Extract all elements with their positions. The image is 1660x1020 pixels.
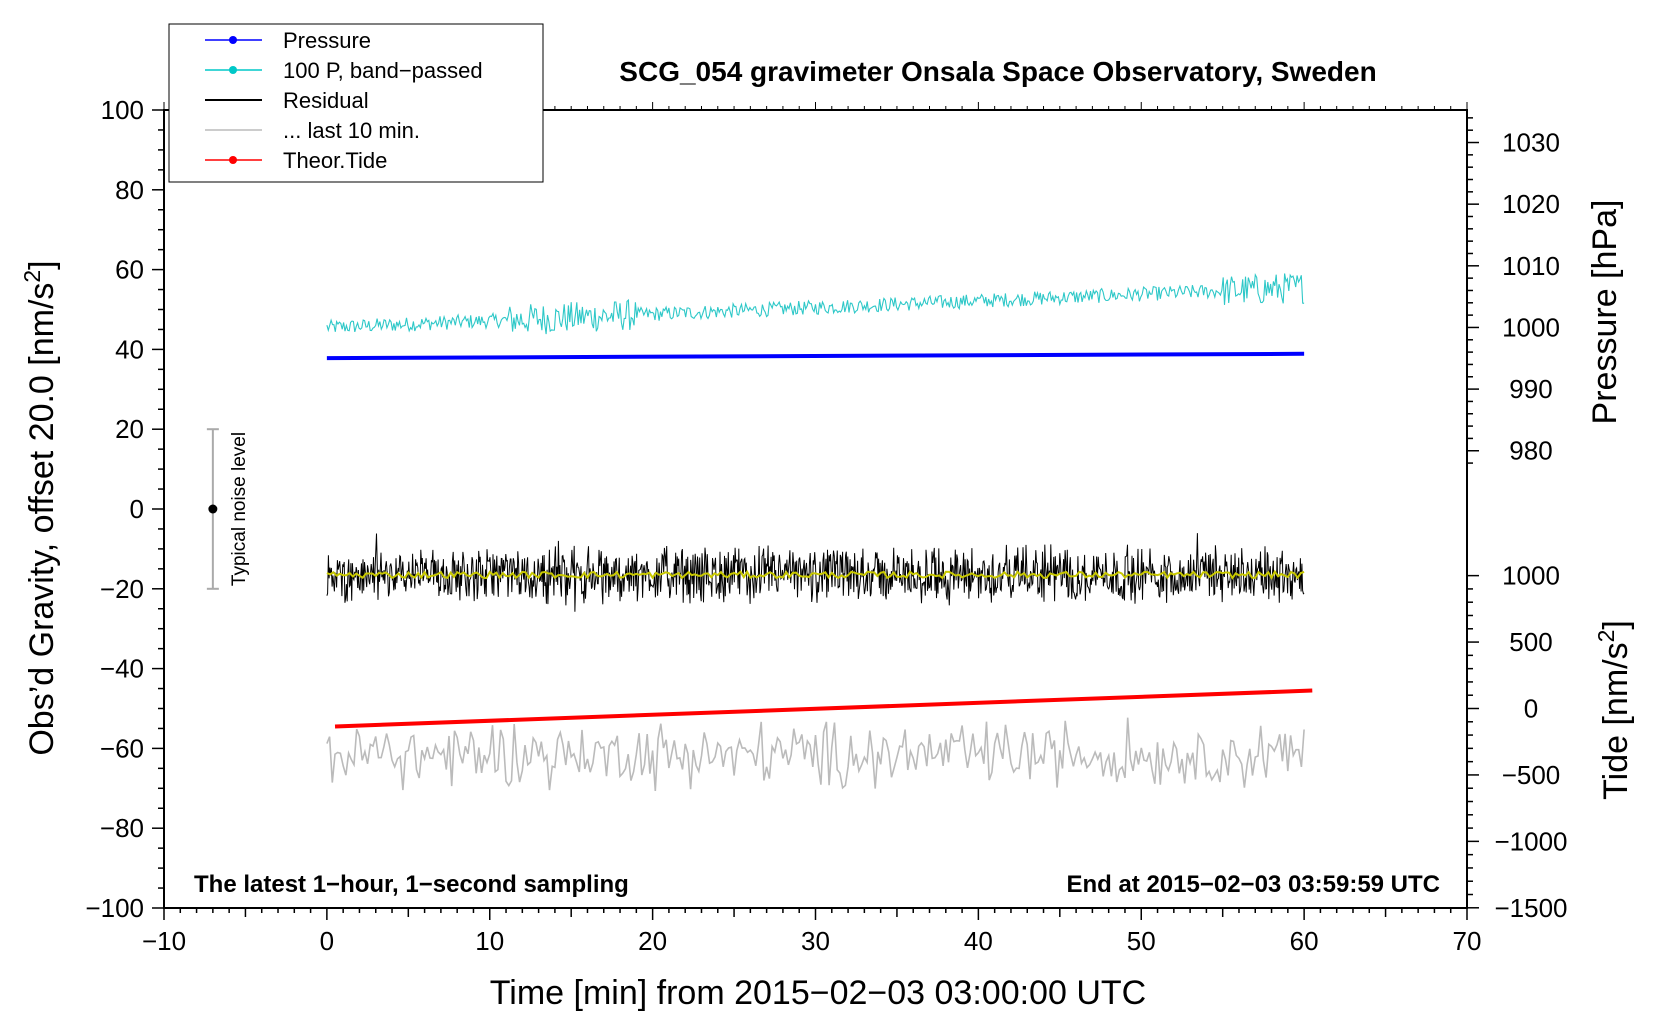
legend-box xyxy=(168,23,544,183)
legend-label: 100 P, band−passed xyxy=(283,58,483,83)
tide-tick-label: −1000 xyxy=(1494,826,1567,856)
y-tick-label: 20 xyxy=(115,414,144,444)
y-tick-label: −80 xyxy=(100,813,144,843)
y-tick-label: −100 xyxy=(85,893,144,923)
series-band-passed-pressure xyxy=(326,272,1305,335)
noise-level-label: Typical noise level xyxy=(229,432,250,586)
series-pressure xyxy=(326,351,1305,361)
series-last-10-min xyxy=(326,717,1305,792)
tide-tick-label: 1000 xyxy=(1502,561,1560,591)
x-tick-label: 30 xyxy=(801,926,830,956)
tide-tick-label: 500 xyxy=(1509,627,1552,657)
legend-marker xyxy=(229,66,237,74)
legend-label: Residual xyxy=(283,88,369,113)
pressure-tick-label: 1020 xyxy=(1502,189,1560,219)
y-tick-label: 100 xyxy=(101,95,144,125)
series-theoretical-tide xyxy=(334,688,1313,729)
chart-title: SCG_054 gravimeter Onsala Space Observat… xyxy=(619,56,1376,87)
annotation-bottom-right: End at 2015−02−03 03:59:59 UTC xyxy=(1066,871,1440,898)
legend: Pressure 100 P, band−passed Residual ... la… xyxy=(168,23,544,183)
pressure-tick-label: 1000 xyxy=(1502,312,1560,342)
pressure-tick-label: 980 xyxy=(1509,436,1552,466)
annotation-bottom-left: The latest 1−hour, 1−second sampling xyxy=(194,871,629,898)
x-tick-label: 20 xyxy=(638,926,667,956)
legend-marker xyxy=(229,156,237,164)
legend-label: Pressure xyxy=(283,28,371,53)
y-axis-label-base: Obs’d Gravity, offset 20.0 [nm/s xyxy=(23,283,61,756)
axes-layer: −10 0 10 20 30 40 50 60 70−100−80−60−40−20020406… xyxy=(85,95,1567,956)
x-tick-label: −10 xyxy=(142,926,186,956)
series-residual xyxy=(326,533,1305,612)
x-tick-label: 70 xyxy=(1453,926,1482,956)
series-residual-smoothed xyxy=(326,569,1305,580)
tide-tick-label: 0 xyxy=(1524,694,1538,724)
tide-tick-label: −500 xyxy=(1502,760,1561,790)
x-tick-label: 0 xyxy=(320,926,334,956)
pressure-axis-label: Pressure [hPa] xyxy=(1586,200,1624,425)
tide-axis-label: Tide [nm/s2] xyxy=(1593,620,1635,800)
pressure-tick-label: 990 xyxy=(1509,374,1552,404)
y-tick-label: 40 xyxy=(115,334,144,364)
pressure-tick-label: 1030 xyxy=(1502,128,1560,158)
y-tick-label: −40 xyxy=(100,654,144,684)
y-tick-label: 80 xyxy=(115,175,144,205)
legend-label: ... last 10 min. xyxy=(283,118,420,143)
noise-bar-center-dot xyxy=(208,504,218,514)
noise-level-indicator: Typical noise level xyxy=(206,428,250,590)
x-tick-label: 50 xyxy=(1127,926,1156,956)
y-axis-label-end: ] xyxy=(23,260,61,269)
y-tick-label: −60 xyxy=(100,733,144,763)
legend-marker xyxy=(229,36,237,44)
plot-frame xyxy=(163,109,1468,909)
series-layer xyxy=(326,272,1313,792)
plot-border xyxy=(163,109,1468,909)
y-axis-label-sup: 2 xyxy=(19,270,45,283)
x-axis-label: Time [min] from 2015−02−03 03:00:00 UTC xyxy=(490,974,1146,1012)
legend-label: Theor.Tide xyxy=(283,148,387,173)
x-tick-label: 10 xyxy=(475,926,504,956)
y-tick-label: 60 xyxy=(115,255,144,285)
pressure-tick-label: 1010 xyxy=(1502,251,1560,281)
y-tick-label: 0 xyxy=(130,494,144,524)
x-tick-label: 60 xyxy=(1290,926,1319,956)
y-axis-label: Obs’d Gravity, offset 20.0 [nm/s2] xyxy=(19,260,61,755)
x-tick-label: 40 xyxy=(964,926,993,956)
y-tick-label: −20 xyxy=(100,574,144,604)
tide-axis-label-base: Tide [nm/s xyxy=(1597,642,1635,799)
tide-axis-label-sup: 2 xyxy=(1593,630,1619,643)
tide-tick-label: −1500 xyxy=(1494,893,1567,923)
tide-axis-label-end: ] xyxy=(1597,620,1635,629)
